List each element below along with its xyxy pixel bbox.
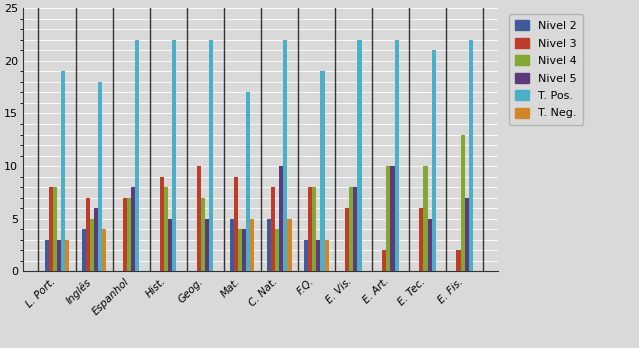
- Bar: [205, 219, 210, 271]
- Bar: [424, 166, 427, 271]
- Bar: [316, 240, 320, 271]
- Bar: [57, 240, 61, 271]
- Bar: [160, 177, 164, 271]
- Bar: [394, 40, 399, 271]
- Bar: [456, 250, 461, 271]
- Bar: [387, 166, 390, 271]
- Bar: [357, 40, 362, 271]
- Bar: [164, 187, 168, 271]
- Bar: [127, 198, 131, 271]
- Bar: [94, 208, 98, 271]
- Bar: [267, 219, 271, 271]
- Bar: [427, 219, 431, 271]
- Bar: [61, 71, 65, 271]
- Bar: [98, 82, 102, 271]
- Bar: [465, 198, 468, 271]
- Bar: [271, 187, 275, 271]
- Bar: [201, 198, 205, 271]
- Bar: [353, 187, 357, 271]
- Bar: [461, 135, 465, 271]
- Bar: [320, 71, 325, 271]
- Legend: Nivel 2, Nivel 3, Nivel 4, Nivel 5, T. Pos., T. Neg.: Nivel 2, Nivel 3, Nivel 4, Nivel 5, T. P…: [509, 14, 583, 125]
- Bar: [123, 198, 127, 271]
- Bar: [86, 198, 90, 271]
- Bar: [168, 219, 173, 271]
- Bar: [431, 50, 436, 271]
- Bar: [210, 40, 213, 271]
- Bar: [49, 187, 53, 271]
- Bar: [325, 240, 328, 271]
- Bar: [173, 40, 176, 271]
- Bar: [288, 219, 291, 271]
- Bar: [279, 166, 283, 271]
- Bar: [234, 177, 238, 271]
- Bar: [419, 208, 424, 271]
- Bar: [283, 40, 288, 271]
- Bar: [197, 166, 201, 271]
- Bar: [247, 93, 250, 271]
- Bar: [468, 40, 473, 271]
- Bar: [242, 229, 247, 271]
- Bar: [102, 229, 106, 271]
- Bar: [250, 219, 254, 271]
- Bar: [53, 187, 57, 271]
- Bar: [90, 219, 94, 271]
- Bar: [345, 208, 350, 271]
- Bar: [45, 240, 49, 271]
- Bar: [275, 229, 279, 271]
- Bar: [382, 250, 387, 271]
- Bar: [131, 187, 135, 271]
- Bar: [230, 219, 234, 271]
- Bar: [390, 166, 394, 271]
- Bar: [308, 187, 312, 271]
- Bar: [135, 40, 139, 271]
- Bar: [312, 187, 316, 271]
- Bar: [82, 229, 86, 271]
- Bar: [304, 240, 308, 271]
- Bar: [238, 229, 242, 271]
- Bar: [350, 187, 353, 271]
- Bar: [65, 240, 69, 271]
